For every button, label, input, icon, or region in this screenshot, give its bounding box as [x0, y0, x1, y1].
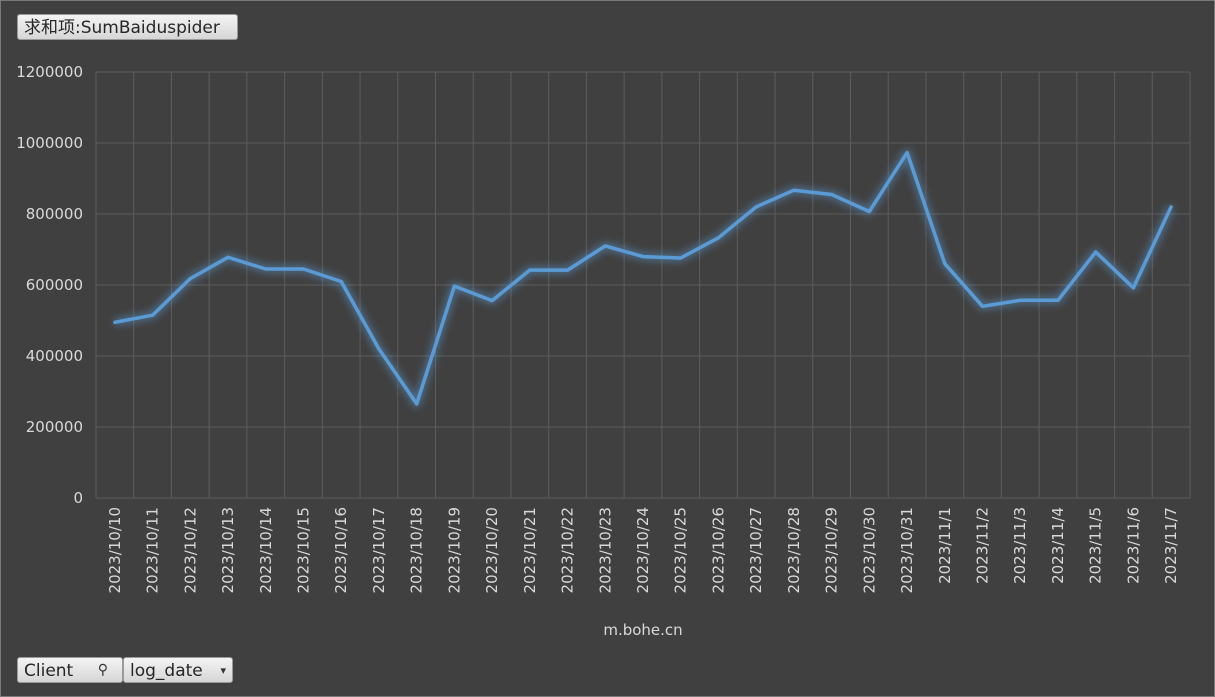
series-layer — [113, 149, 1175, 408]
data-point — [151, 313, 155, 317]
data-point — [792, 188, 796, 192]
data-point — [943, 262, 947, 266]
data-point — [867, 210, 871, 214]
y-tick-label: 200000 — [26, 418, 83, 436]
x-tick-label: 2023/11/4 — [1049, 507, 1067, 584]
data-point — [1131, 286, 1135, 290]
x-tick-label: 2023/10/22 — [559, 507, 577, 593]
y-tick-label: 600000 — [26, 276, 83, 294]
x-tick-label: 2023/10/27 — [747, 507, 765, 593]
data-point — [452, 284, 456, 288]
x-tick-label: 2023/10/18 — [408, 507, 426, 593]
data-point — [1169, 205, 1173, 209]
data-point — [339, 279, 343, 283]
data-point — [264, 267, 268, 271]
x-tick-label: 2023/10/21 — [521, 507, 539, 593]
x-tick-label: 2023/10/10 — [106, 507, 124, 593]
data-point — [528, 268, 532, 272]
x-tick-label: 2023/10/19 — [445, 507, 463, 593]
data-point — [716, 236, 720, 240]
data-point — [754, 205, 758, 209]
series-line-glow — [114, 149, 1175, 408]
x-tick-label: 2023/11/3 — [1011, 507, 1029, 584]
x-axis-title: m.bohe.cn — [603, 621, 682, 639]
data-point — [641, 255, 645, 259]
y-tick-label: 400000 — [26, 347, 83, 365]
gridlines — [95, 71, 1191, 499]
data-point — [1094, 250, 1098, 254]
x-tick-label: 2023/10/15 — [294, 507, 312, 593]
y-tick-label: 800000 — [26, 205, 83, 223]
data-point — [113, 320, 117, 324]
x-tick-label: 2023/11/2 — [974, 507, 992, 584]
y-tick-label: 0 — [73, 489, 83, 507]
x-tick-label: 2023/10/28 — [785, 507, 803, 593]
data-point — [566, 268, 570, 272]
data-point — [905, 151, 909, 155]
x-tick-label: 2023/10/29 — [823, 507, 841, 593]
data-point — [1056, 298, 1060, 302]
data-point — [1018, 298, 1022, 302]
x-tick-label: 2023/10/12 — [181, 507, 199, 593]
data-point — [415, 402, 419, 406]
x-tick-label: 2023/10/20 — [483, 507, 501, 593]
x-axis-ticks: 2023/10/10 2023/10/11 2023/10/12 2023/10/13… — [106, 507, 1180, 593]
x-tick-label: 2023/11/5 — [1087, 507, 1105, 584]
log-date-field-label: log_date — [130, 661, 203, 681]
y-tick-label: 1000000 — [16, 134, 83, 152]
data-point — [679, 256, 683, 260]
data-point — [226, 255, 230, 259]
x-tick-label: 2023/10/26 — [709, 507, 727, 593]
filter-icon[interactable]: ⚲ — [97, 662, 108, 678]
dropdown-arrow-icon[interactable]: ▾ — [220, 664, 226, 677]
x-tick-label: 2023/10/23 — [596, 507, 614, 593]
data-point — [490, 299, 494, 303]
series-line — [113, 150, 1173, 406]
x-tick-label: 2023/11/6 — [1124, 507, 1142, 584]
x-tick-label: 2023/10/25 — [672, 507, 690, 593]
x-tick-label: 2023/11/1 — [936, 507, 954, 584]
value-field-button[interactable]: 求和项:SumBaiduspider — [17, 14, 238, 40]
client-field-label: Client — [24, 661, 74, 681]
x-tick-label: 2023/10/16 — [332, 507, 350, 593]
data-point — [830, 192, 834, 196]
y-axis-ticks: 0 200000 400000 600000 800000 1000000 1200000 — [16, 63, 83, 507]
x-tick-label: 2023/10/30 — [860, 507, 878, 593]
data-point — [377, 347, 381, 351]
x-tick-label: 2023/11/7 — [1162, 507, 1180, 584]
x-tick-label: 2023/10/17 — [370, 507, 388, 593]
log-date-field-button[interactable]: log_date ▾ — [123, 657, 233, 683]
data-point — [981, 304, 985, 308]
x-tick-label: 2023/10/13 — [219, 507, 237, 593]
data-point — [603, 244, 607, 248]
x-tick-label: 2023/10/14 — [257, 507, 275, 593]
x-tick-label: 2023/10/11 — [144, 507, 162, 593]
y-tick-label: 1200000 — [16, 63, 83, 81]
data-point — [188, 277, 192, 281]
x-tick-label: 2023/10/24 — [634, 507, 652, 593]
client-field-button[interactable]: Client ⚲ — [17, 657, 123, 683]
data-point — [301, 267, 305, 271]
value-field-label: 求和项:SumBaiduspider — [24, 18, 220, 38]
x-tick-label: 2023/10/31 — [898, 507, 916, 593]
